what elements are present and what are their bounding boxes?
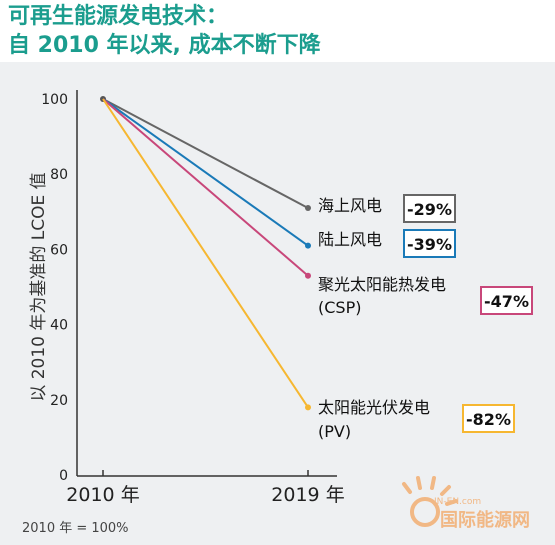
data-point [305, 242, 311, 249]
x-tick-label: 2019 年 [271, 484, 344, 506]
series-label-sub: (CSP) [318, 298, 361, 317]
watermark-domain: IN-EN.com [434, 497, 481, 507]
watermark-brand: 国际能源网 [440, 509, 530, 531]
x-tick-label: 2010 年 [66, 484, 139, 506]
change-value: -29% [407, 200, 452, 219]
series-label: 海上风电 [318, 196, 382, 215]
series-line [102, 98, 309, 247]
title-line-1: 可再生能源发电技术： [8, 4, 229, 29]
data-point [305, 404, 311, 411]
y-tick-label: 100 [41, 92, 68, 108]
y-tick-label: 20 [50, 393, 68, 409]
data-point [305, 272, 311, 279]
sun-logo-icon [402, 476, 458, 527]
series-label: 太阳能光伏发电 [318, 398, 430, 417]
y-axis-label: 以 2010 年为基准的 LCOE 值 [29, 172, 49, 401]
title-line-2: 自 2010 年以来, 成本不断下降 [8, 33, 321, 58]
y-tick-label: 80 [50, 167, 68, 183]
change-badge [480, 286, 533, 315]
series-label-sub: (PV) [318, 422, 351, 441]
series-label: 聚光太阳能热发电 [318, 275, 446, 294]
change-value: -82% [466, 410, 511, 429]
axes: 0 20 40 60 80 100 2010 年 2019 年 以 2010 年为基准的 LCO… [29, 90, 345, 506]
footnote: 2010 年 = 100% [22, 521, 129, 536]
chart-title: 可再生能源发电技术： 自 2010 年以来, 成本不断下降 [8, 2, 321, 60]
series-line [102, 98, 309, 408]
change-value: -47% [484, 292, 529, 311]
change-badge [403, 194, 456, 223]
watermark: IN-EN.com 国际能源网 [402, 476, 530, 531]
y-tick-label: 0 [59, 468, 68, 484]
series-labels: 海上风电 -29% 陆上风电 -39% 聚光太阳能热发电 (CSP) -47% 太阳能光伏发电… [318, 194, 533, 441]
chart-panel [0, 62, 555, 545]
series-line [102, 98, 309, 209]
change-badge [403, 229, 456, 258]
change-badge [462, 404, 515, 433]
series-layer [100, 96, 311, 411]
data-point [305, 205, 311, 212]
y-tick-label: 60 [50, 242, 68, 258]
series-line [102, 98, 309, 277]
y-tick-label: 40 [50, 318, 68, 334]
change-value: -39% [407, 235, 452, 254]
series-label: 陆上风电 [318, 230, 382, 249]
